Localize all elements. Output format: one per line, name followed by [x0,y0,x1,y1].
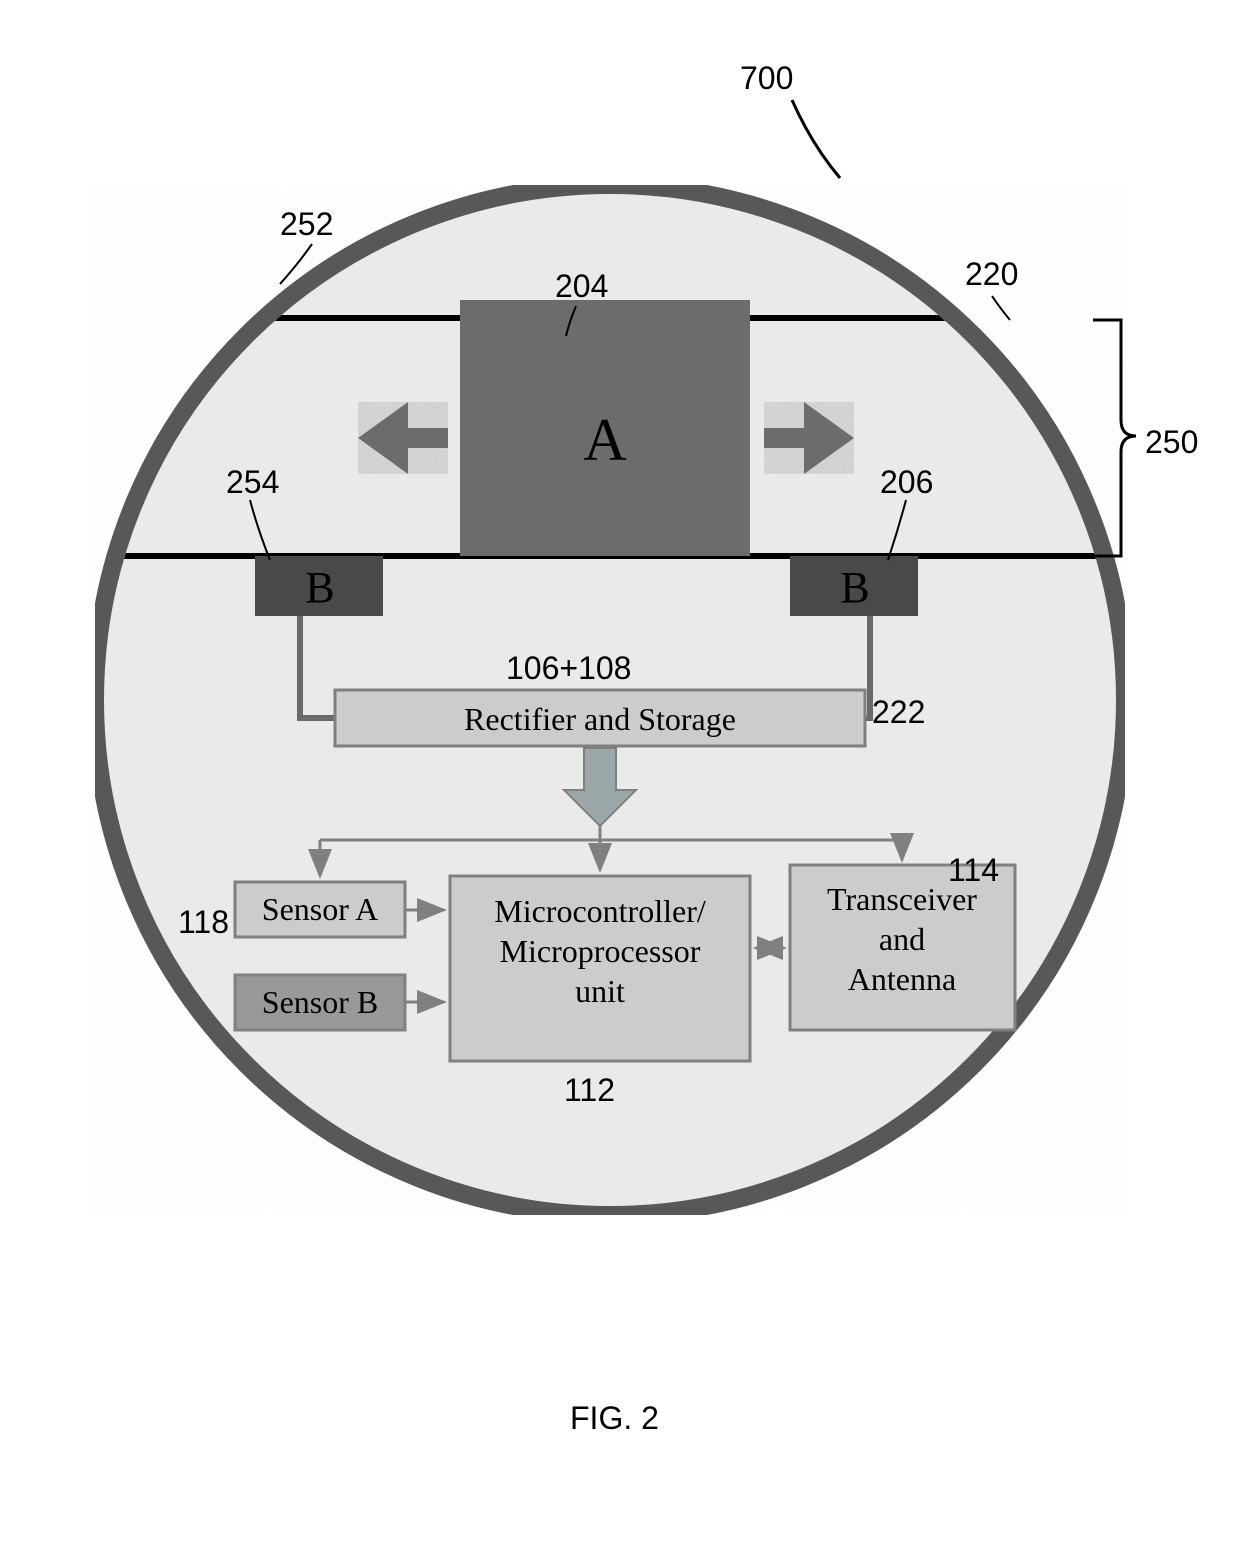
sensor-a-label: Sensor A [262,891,378,927]
ref-222: 222 [872,694,925,731]
ref-700: 700 [740,60,793,97]
ref-118: 118 [178,904,229,941]
sensor-a-block: Sensor A [235,882,405,937]
ref-112: 112 [564,1072,615,1109]
sensor-b-block: Sensor B [235,975,405,1030]
figure-canvas: A B B Rectifier and Storage [0,0,1240,1538]
leader-700 [792,100,840,178]
mcu-label-2: Microprocessor [500,933,701,969]
diagram-svg: A B B Rectifier and Storage [0,0,1240,1538]
ref-220: 220 [965,256,1018,293]
ref-206: 206 [880,464,933,501]
block-b-left: B [255,556,383,616]
mcu-block: Microcontroller/ Microprocessor unit [450,876,750,1061]
ref-254: 254 [226,464,279,501]
block-b-right: B [790,556,918,616]
mcu-label-1: Microcontroller/ [494,893,706,929]
ref-106-108: 106+108 [506,650,631,687]
ref-252: 252 [280,206,333,243]
block-b-left-label: B [305,563,334,612]
ref-114: 114 [948,852,999,889]
ref-250: 250 [1145,424,1198,461]
sensor-b-label: Sensor B [262,984,378,1020]
transceiver-block: Transceiver and Antenna [790,865,1015,1030]
transceiver-label-2: and [879,921,925,957]
block-a-label: A [583,407,626,473]
mcu-label-3: unit [575,973,625,1009]
block-b-right-label: B [840,563,869,612]
rectifier-block: Rectifier and Storage [335,690,865,746]
rectifier-label: Rectifier and Storage [464,701,736,737]
figure-caption: FIG. 2 [570,1400,659,1437]
transceiver-label-3: Antenna [848,961,956,997]
block-a: A [460,300,750,556]
ref-204: 204 [555,268,608,305]
